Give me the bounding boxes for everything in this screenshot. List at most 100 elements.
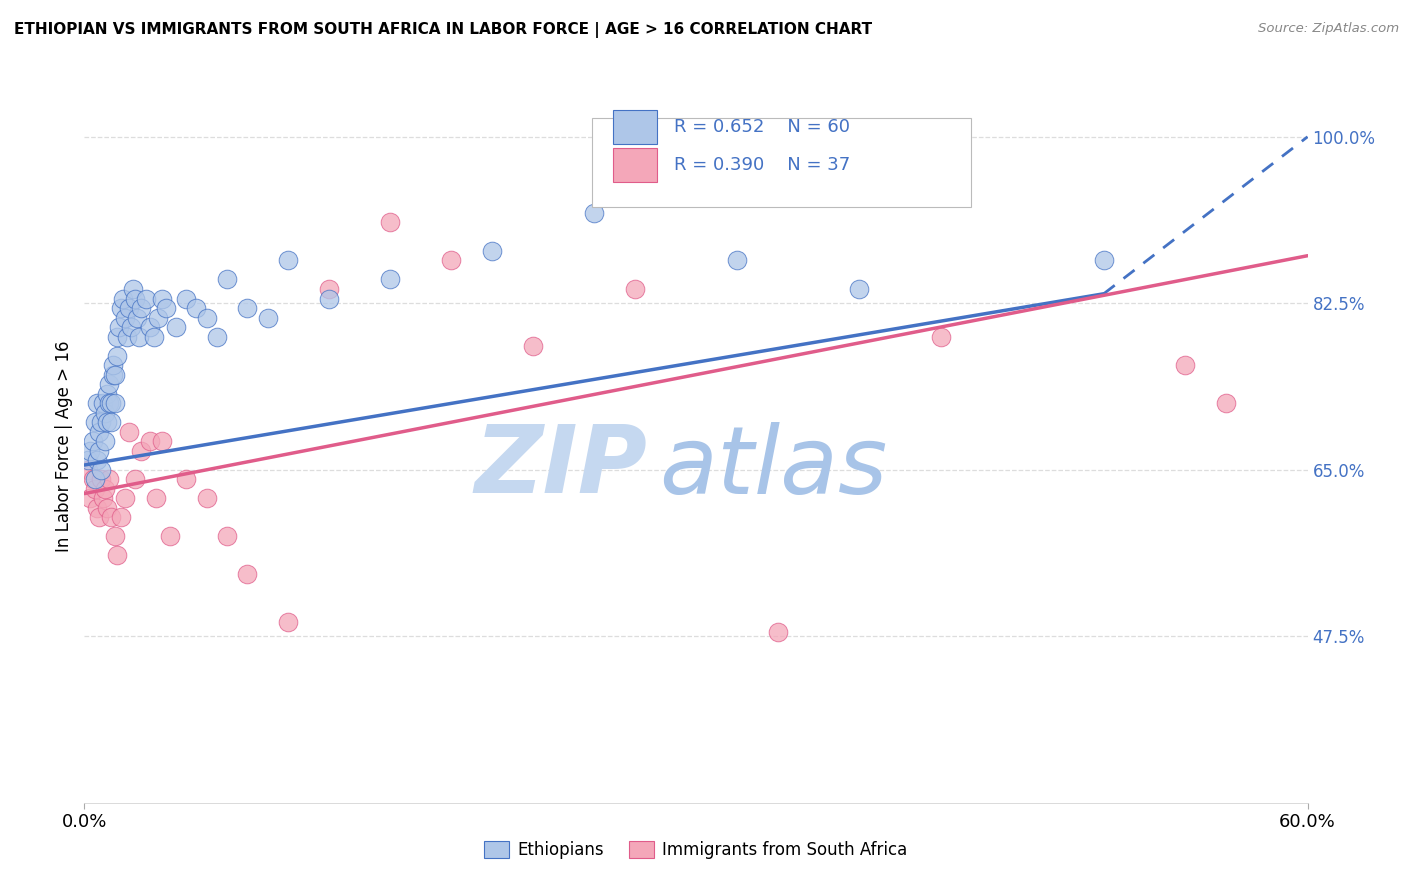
Point	[93, 406, 115, 420]
Point	[929, 329, 952, 343]
Point	[114, 310, 136, 325]
Point	[91, 491, 114, 506]
Point	[105, 329, 128, 343]
Point	[127, 310, 149, 325]
Point	[277, 615, 299, 629]
Point	[380, 215, 402, 229]
Point	[481, 244, 503, 258]
Point	[97, 396, 120, 410]
Point	[277, 253, 299, 268]
Point	[86, 453, 108, 467]
Point	[87, 425, 110, 439]
Point	[86, 500, 108, 515]
FancyBboxPatch shape	[592, 118, 972, 207]
Point	[100, 510, 122, 524]
Point	[101, 358, 124, 372]
Point	[86, 396, 108, 410]
Point	[90, 463, 112, 477]
Point	[83, 415, 105, 429]
Point	[122, 282, 145, 296]
Point	[131, 443, 153, 458]
Point	[522, 339, 544, 353]
Point	[236, 567, 259, 582]
Point	[186, 301, 208, 315]
Text: atlas: atlas	[659, 422, 887, 513]
Point	[766, 624, 789, 639]
Point	[131, 301, 153, 315]
Point	[79, 443, 101, 458]
Point	[104, 529, 127, 543]
Point	[583, 206, 606, 220]
Point	[87, 443, 110, 458]
Point	[90, 472, 112, 486]
Point	[110, 301, 132, 315]
Text: Source: ZipAtlas.com: Source: ZipAtlas.com	[1258, 22, 1399, 36]
Point	[174, 472, 197, 486]
Point	[195, 310, 218, 325]
Point	[120, 320, 142, 334]
Point	[146, 310, 169, 325]
Text: ZIP: ZIP	[474, 421, 647, 514]
Point	[105, 349, 128, 363]
Point	[150, 434, 173, 449]
Point	[83, 482, 105, 496]
Point	[138, 320, 160, 334]
Point	[318, 292, 340, 306]
Point	[104, 368, 127, 382]
Legend: Ethiopians, Immigrants from South Africa: Ethiopians, Immigrants from South Africa	[478, 834, 914, 866]
Text: ETHIOPIAN VS IMMIGRANTS FROM SOUTH AFRICA IN LABOR FORCE | AGE > 16 CORRELATION : ETHIOPIAN VS IMMIGRANTS FROM SOUTH AFRIC…	[14, 22, 872, 38]
Point	[217, 272, 239, 286]
Point	[135, 292, 157, 306]
Point	[725, 253, 748, 268]
Point	[100, 396, 122, 410]
Point	[100, 415, 122, 429]
Point	[159, 529, 181, 543]
Point	[82, 434, 104, 449]
Text: R = 0.390    N = 37: R = 0.390 N = 37	[673, 156, 851, 174]
Point	[217, 529, 239, 543]
Point	[96, 415, 118, 429]
Point	[97, 472, 120, 486]
Point	[124, 292, 146, 306]
Point	[1215, 396, 1237, 410]
Point	[1174, 358, 1197, 372]
Point	[96, 500, 118, 515]
Point	[115, 329, 138, 343]
Point	[257, 310, 280, 325]
Point	[104, 396, 127, 410]
FancyBboxPatch shape	[613, 110, 657, 145]
Point	[97, 377, 120, 392]
Point	[1092, 253, 1115, 268]
Point	[82, 472, 104, 486]
Point	[83, 472, 105, 486]
Point	[90, 415, 112, 429]
Point	[848, 282, 870, 296]
Point	[118, 425, 141, 439]
Point	[93, 482, 115, 496]
Point	[79, 491, 101, 506]
Point	[114, 491, 136, 506]
Point	[124, 472, 146, 486]
Point	[165, 320, 187, 334]
Point	[87, 510, 110, 524]
Point	[150, 292, 173, 306]
FancyBboxPatch shape	[613, 148, 657, 182]
Point	[110, 510, 132, 524]
Point	[440, 253, 463, 268]
Point	[91, 396, 114, 410]
Point	[174, 292, 197, 306]
Point	[128, 329, 150, 343]
Point	[118, 301, 141, 315]
Point	[105, 549, 128, 563]
Point	[77, 463, 100, 477]
Point	[318, 282, 340, 296]
Point	[624, 282, 647, 296]
Point	[101, 368, 124, 382]
Point	[93, 434, 115, 449]
Point	[145, 491, 167, 506]
Point	[138, 434, 160, 449]
Point	[195, 491, 218, 506]
Text: R = 0.652    N = 60: R = 0.652 N = 60	[673, 118, 851, 136]
Point	[112, 292, 135, 306]
Point	[380, 272, 402, 286]
